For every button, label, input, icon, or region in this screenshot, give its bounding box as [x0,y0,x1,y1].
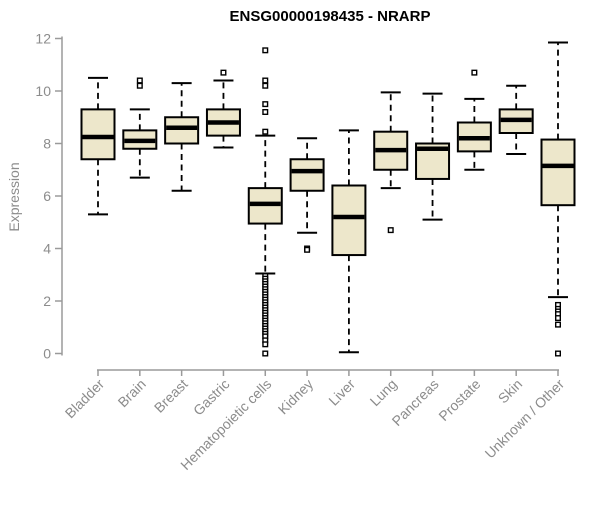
chart-title: ENSG00000198435 - NRARP [230,8,431,25]
box-series [80,41,576,357]
outlier-point [471,69,478,76]
y-tick-label-8: 8 [43,136,51,152]
outlier-point [387,227,394,234]
iqr-box [331,184,367,257]
y-axis-title: Expression [6,162,22,231]
outlier-point [554,315,561,322]
outlier-point [304,246,311,253]
x-tick-label-bladder: Bladder [62,376,108,422]
x-tick-label-breast: Breast [151,376,191,416]
y-tick-label-0: 0 [43,346,51,362]
outlier-point [262,77,269,84]
outlier-point [136,77,143,84]
y-tick-label-6: 6 [43,188,51,204]
x-tick-label-skin: Skin [495,376,526,407]
iqr-box [540,138,576,207]
iqr-box [80,108,116,161]
outlier-point [262,341,269,348]
outlier-point [262,47,269,54]
outlier-point [262,82,269,89]
outlier-point [262,108,269,115]
x-tick-label-lung: Lung [367,376,400,409]
x-tick-label-brain: Brain [115,376,149,410]
box-kidney [289,137,325,253]
box-breast [164,82,200,192]
box-liver [331,129,367,354]
x-tick-label-kidney: Kidney [275,376,317,418]
y-tick-label-4: 4 [43,241,51,257]
outlier-point [262,350,269,357]
outlier-point [136,82,143,89]
outlier-point [262,128,269,135]
x-tick-label-prostate: Prostate [435,376,483,424]
box-hematopoietic-cells [247,47,283,357]
y-tick-label-12: 12 [35,31,51,47]
outlier-point [554,321,561,328]
outlier-point [554,350,561,357]
box-pancreas [415,92,451,221]
iqr-box [164,116,200,145]
box-lung [373,91,409,234]
box-gastric [205,69,241,149]
outlier-point [262,101,269,108]
box-skin [498,84,534,155]
box-unknown-other [540,41,576,357]
x-tick-label-unknown-other: Unknown / Other [482,376,568,462]
box-brain [122,77,158,179]
x-tick-label-liver: Liver [325,376,358,409]
y-axis: 0 2 4 6 8 10 12 [35,31,63,362]
iqr-box [289,158,325,192]
box-prostate [456,69,492,171]
y-tick-label-2: 2 [43,293,51,309]
outlier-point [220,69,227,76]
y-tick-label-10: 10 [35,83,51,99]
box-bladder [80,76,116,216]
